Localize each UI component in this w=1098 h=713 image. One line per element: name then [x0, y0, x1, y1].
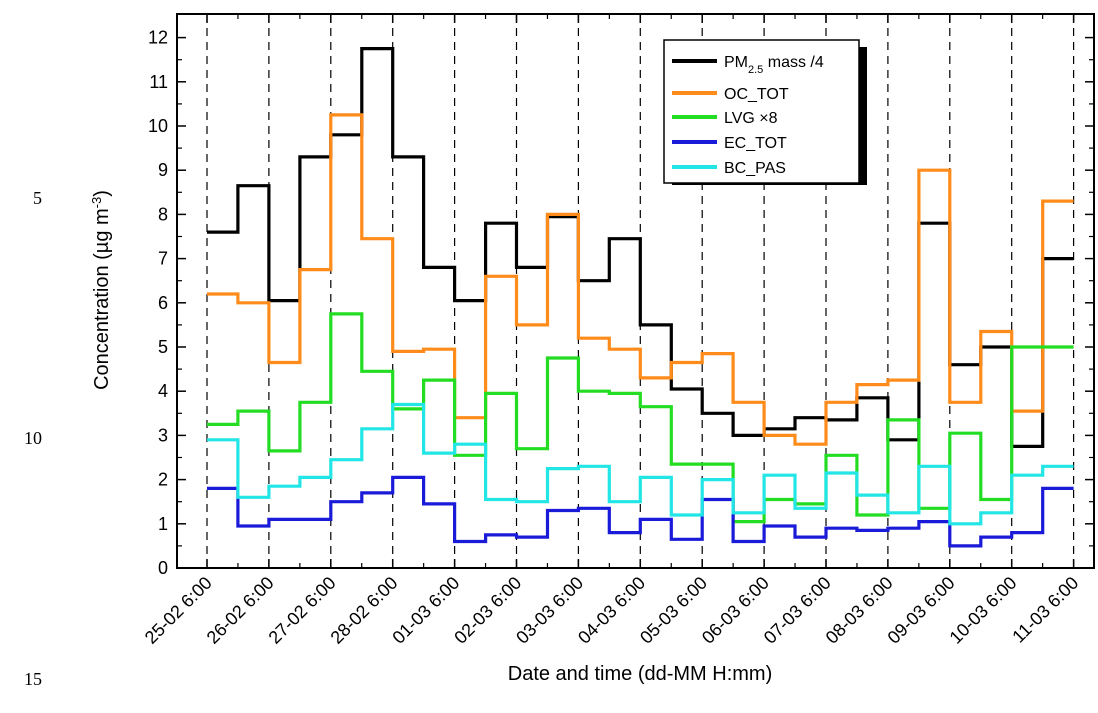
- y-tick-label: 3: [158, 425, 168, 445]
- y-axis-title-main: Concentration (: [91, 253, 113, 390]
- legend-pm-sub: 2.5: [748, 64, 763, 76]
- plot-frame: [176, 13, 1095, 569]
- y-tick-label: 1: [158, 514, 168, 534]
- series-bc-pas: [207, 402, 1074, 526]
- x-tick-label: 11-03 6:00: [1008, 573, 1082, 647]
- legend-label-pm25: PM2.5 mass /4: [724, 54, 824, 76]
- y-tick-label: 5: [158, 337, 168, 357]
- y-tick-label: 2: [158, 470, 168, 490]
- series-ec-tot: [207, 475, 1074, 548]
- legend: PM2.5 mass /4 OC_TOT LVG ×8 EC_TOT BC_PA…: [663, 39, 867, 185]
- y-tick-label: 11: [149, 72, 168, 92]
- y-tick-label: 4: [158, 381, 168, 401]
- legend-label-ec-tot: EC_TOT: [724, 135, 787, 152]
- x-axis-title: Date and time (dd-MM H:mm): [508, 663, 773, 685]
- series-oc-tot: [207, 113, 1074, 446]
- y-axis-title-close: ): [91, 190, 113, 197]
- legend-pm-rest: mass /4: [763, 54, 824, 71]
- y-axis-title: Concentration (µg m-3): [89, 190, 114, 390]
- y-tick-label: 7: [158, 249, 168, 269]
- y-tick-label: 0: [158, 558, 168, 578]
- y-tick-label: 12: [148, 28, 168, 48]
- y-tick-label: 10: [148, 116, 168, 136]
- legend-pm-base: PM: [724, 54, 748, 71]
- y-axis-title-sup: -3: [89, 197, 104, 209]
- line-number-15: 15: [24, 669, 42, 689]
- series-lvg: [207, 312, 1074, 524]
- legend-label-lvg: LVG ×8: [724, 110, 778, 127]
- x-tick-label: 10-03 6:00: [946, 573, 1021, 648]
- legend-label-bc-pas: BC_PAS: [724, 160, 786, 177]
- y-tick-label: 6: [158, 293, 168, 313]
- line-number-10: 10: [24, 428, 42, 448]
- series-pm25: [207, 46, 1074, 448]
- y-tick-label: 9: [158, 160, 168, 180]
- line-number-5: 5: [33, 188, 42, 208]
- y-tick-label: 8: [158, 204, 168, 224]
- legend-box: [663, 39, 860, 184]
- y-axis-title-unit: µg m: [91, 208, 113, 253]
- legend-label-oc-tot: OC_TOT: [724, 86, 789, 103]
- series-layer: [207, 46, 1074, 548]
